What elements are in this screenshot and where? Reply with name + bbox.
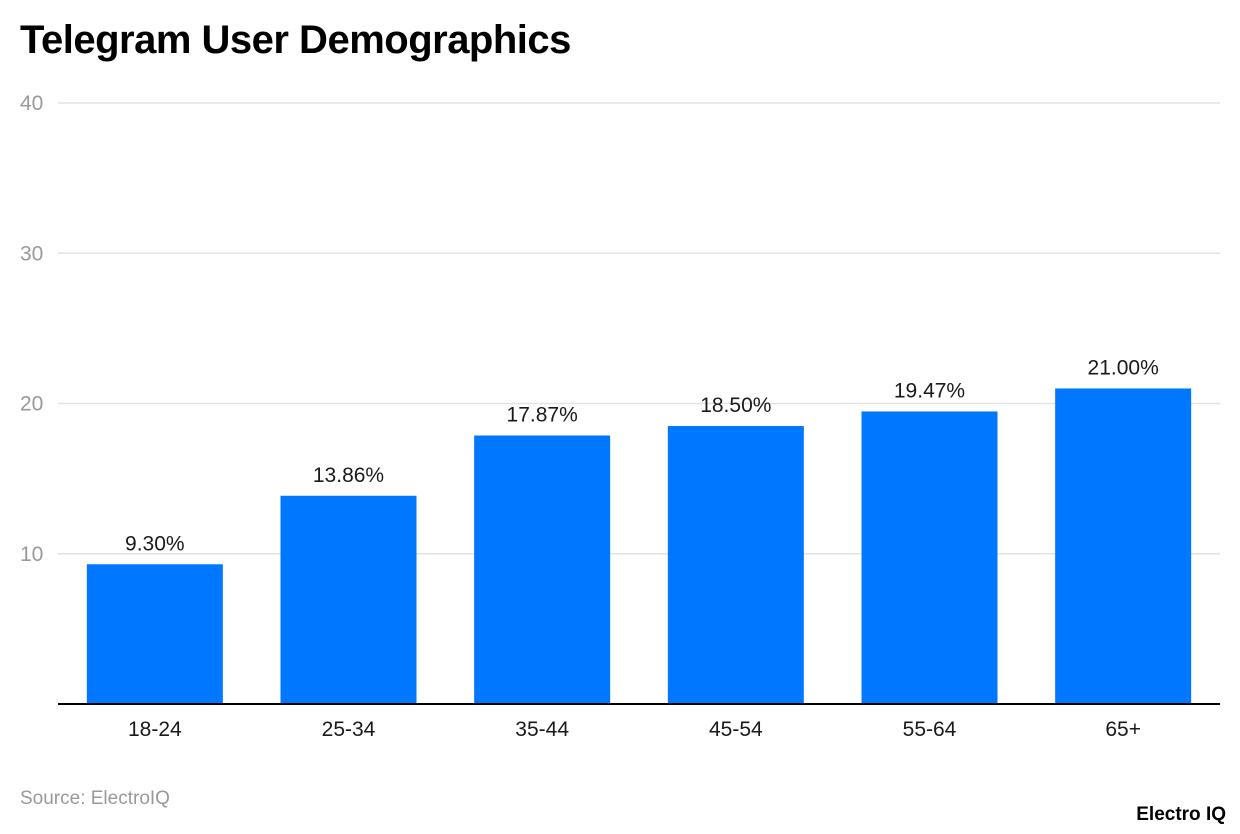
bar <box>667 426 804 704</box>
chart-title: Telegram User Demographics <box>20 18 571 62</box>
data-label: 17.87% <box>507 404 578 427</box>
bar <box>474 435 611 704</box>
brand-logo-text: Electro IQ <box>1136 804 1226 825</box>
x-tick-label: 25-34 <box>322 718 376 741</box>
data-labels: 9.30% 13.86% 17.87% 18.50% 19.47% 21.00% <box>125 356 1159 555</box>
data-label: 21.00% <box>1088 356 1159 379</box>
x-tick-label: 35-44 <box>515 718 569 741</box>
source-note: Source: ElectroIQ <box>20 788 170 809</box>
bar <box>1055 388 1192 704</box>
x-tick-label: 45-54 <box>709 718 763 741</box>
x-tick-label: 55-64 <box>903 718 957 741</box>
gridlines <box>58 102 1220 555</box>
data-label: 19.47% <box>894 379 965 402</box>
data-label: 9.30% <box>125 532 185 555</box>
bars <box>86 388 1192 704</box>
data-label: 13.86% <box>313 464 384 487</box>
bar <box>280 495 417 704</box>
x-tick-label: 65+ <box>1105 718 1141 741</box>
y-tick-label: 40 <box>20 92 43 115</box>
y-tick-label: 20 <box>20 393 43 416</box>
x-axis-ticks: 18-24 25-34 35-44 45-54 55-64 65+ <box>128 718 1141 741</box>
x-tick-label: 18-24 <box>128 718 182 741</box>
bar <box>861 411 998 704</box>
data-label: 18.50% <box>700 394 771 417</box>
y-tick-label: 30 <box>20 242 43 265</box>
y-tick-label: 10 <box>20 543 43 566</box>
y-axis-ticks: 10 20 30 40 <box>20 92 43 566</box>
bar <box>86 564 223 704</box>
